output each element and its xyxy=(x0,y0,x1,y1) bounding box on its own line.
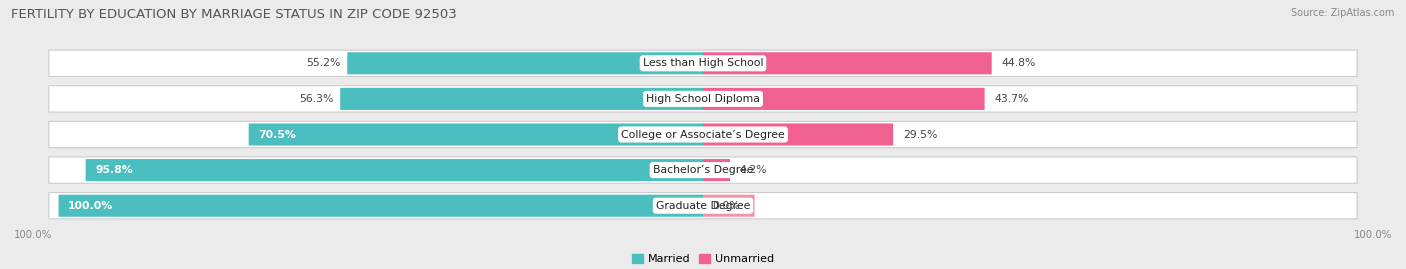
Text: Source: ZipAtlas.com: Source: ZipAtlas.com xyxy=(1291,8,1395,18)
Text: Bachelor’s Degree: Bachelor’s Degree xyxy=(652,165,754,175)
FancyBboxPatch shape xyxy=(86,159,703,181)
FancyBboxPatch shape xyxy=(249,123,703,146)
Text: Graduate Degree: Graduate Degree xyxy=(655,201,751,211)
Text: 44.8%: 44.8% xyxy=(1001,58,1036,68)
FancyBboxPatch shape xyxy=(49,86,1357,112)
Text: 100.0%: 100.0% xyxy=(14,230,52,240)
FancyBboxPatch shape xyxy=(340,88,703,110)
Text: 100.0%: 100.0% xyxy=(69,201,114,211)
Text: Less than High School: Less than High School xyxy=(643,58,763,68)
Text: 100.0%: 100.0% xyxy=(1354,230,1392,240)
FancyBboxPatch shape xyxy=(703,123,893,146)
Text: 43.7%: 43.7% xyxy=(994,94,1029,104)
Text: High School Diploma: High School Diploma xyxy=(647,94,759,104)
Text: 55.2%: 55.2% xyxy=(307,58,340,68)
Text: FERTILITY BY EDUCATION BY MARRIAGE STATUS IN ZIP CODE 92503: FERTILITY BY EDUCATION BY MARRIAGE STATU… xyxy=(11,8,457,21)
FancyBboxPatch shape xyxy=(347,52,703,74)
Legend: Married, Unmarried: Married, Unmarried xyxy=(627,249,779,268)
FancyBboxPatch shape xyxy=(703,52,991,74)
FancyBboxPatch shape xyxy=(703,88,984,110)
Text: College or Associate’s Degree: College or Associate’s Degree xyxy=(621,129,785,140)
FancyBboxPatch shape xyxy=(703,195,755,217)
Text: 95.8%: 95.8% xyxy=(96,165,134,175)
FancyBboxPatch shape xyxy=(703,159,730,181)
Text: 0.0%: 0.0% xyxy=(713,201,741,211)
FancyBboxPatch shape xyxy=(49,50,1357,76)
Text: 56.3%: 56.3% xyxy=(299,94,333,104)
FancyBboxPatch shape xyxy=(49,193,1357,219)
Text: 4.2%: 4.2% xyxy=(740,165,768,175)
Text: 29.5%: 29.5% xyxy=(903,129,938,140)
FancyBboxPatch shape xyxy=(59,195,703,217)
Text: 70.5%: 70.5% xyxy=(259,129,297,140)
FancyBboxPatch shape xyxy=(49,121,1357,148)
FancyBboxPatch shape xyxy=(49,157,1357,183)
